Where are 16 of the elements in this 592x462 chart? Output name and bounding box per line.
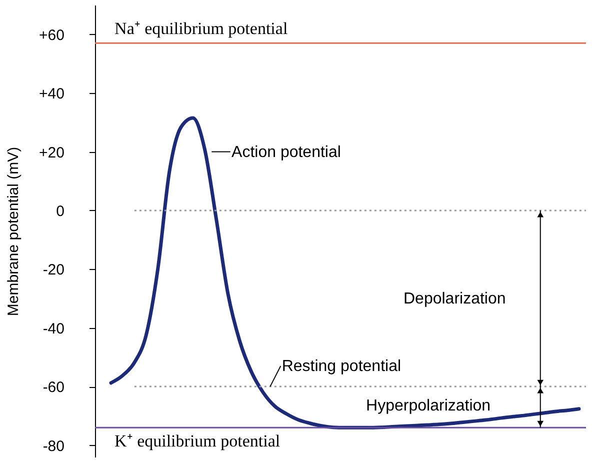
y-axis-title: Membrane potential (mV) bbox=[5, 146, 22, 316]
annotation: Action potential bbox=[232, 144, 341, 161]
y-tick-label: -40 bbox=[42, 320, 64, 338]
line-series bbox=[109, 116, 581, 430]
y-tick-label: 0 bbox=[56, 202, 64, 220]
annotation: Resting potential bbox=[282, 358, 402, 376]
y-tick-label: +60 bbox=[39, 26, 64, 44]
y-tick-label: +40 bbox=[39, 86, 64, 103]
y-tick-label: -80 bbox=[42, 438, 64, 455]
ref-line-label: Na⁺ equilibrium potential bbox=[114, 19, 288, 38]
y-tick-label: -60 bbox=[42, 379, 64, 396]
ref-line-label: K⁺ equilibrium potential bbox=[114, 432, 280, 451]
annotation: Depolarization bbox=[404, 290, 506, 308]
annotation: Hyperpolarization bbox=[366, 398, 491, 415]
y-tick-label: +20 bbox=[39, 144, 64, 162]
y-tick-label: -20 bbox=[42, 262, 64, 279]
